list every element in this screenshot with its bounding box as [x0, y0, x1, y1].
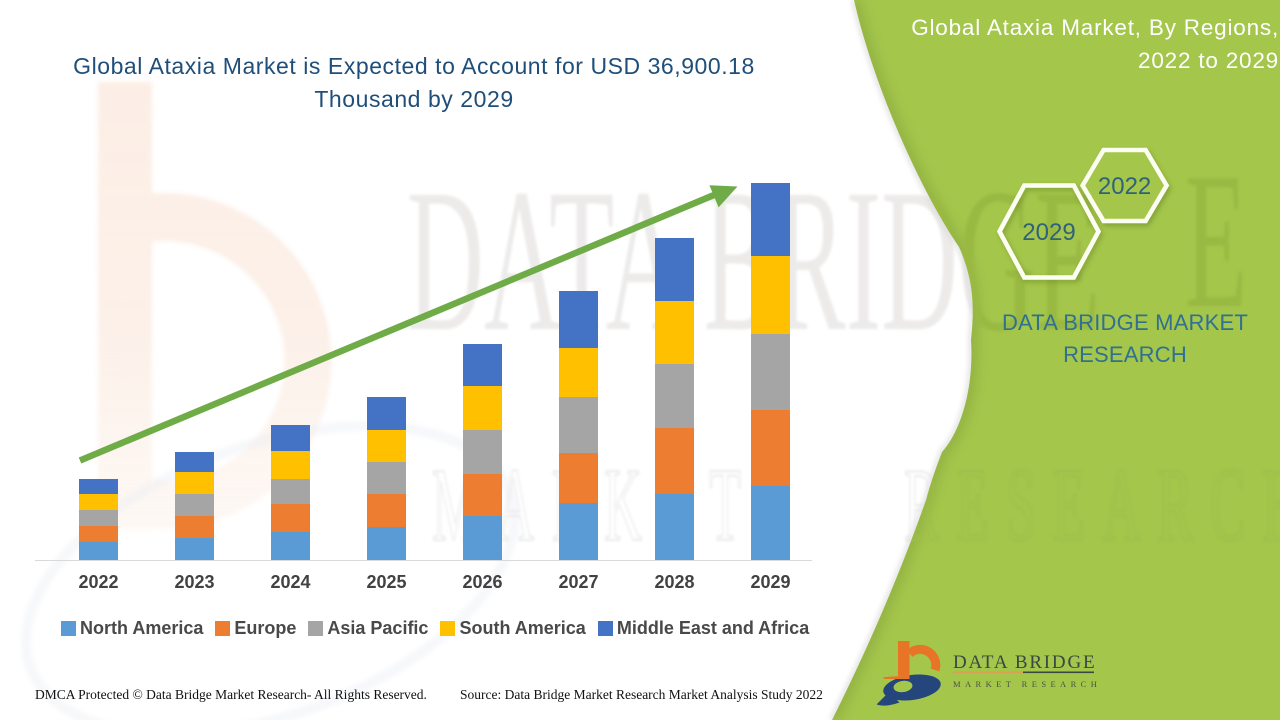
- svg-text:MARKET RESEARCH: MARKET RESEARCH: [953, 679, 1101, 689]
- svg-text:2022: 2022: [1098, 173, 1151, 200]
- svg-text:RESEARCH: RESEARCH: [904, 446, 1280, 562]
- svg-text:E: E: [1185, 133, 1247, 349]
- svg-text:2029: 2029: [1022, 219, 1075, 246]
- svg-text:DATA BRIDGE: DATA BRIDGE: [953, 652, 1096, 673]
